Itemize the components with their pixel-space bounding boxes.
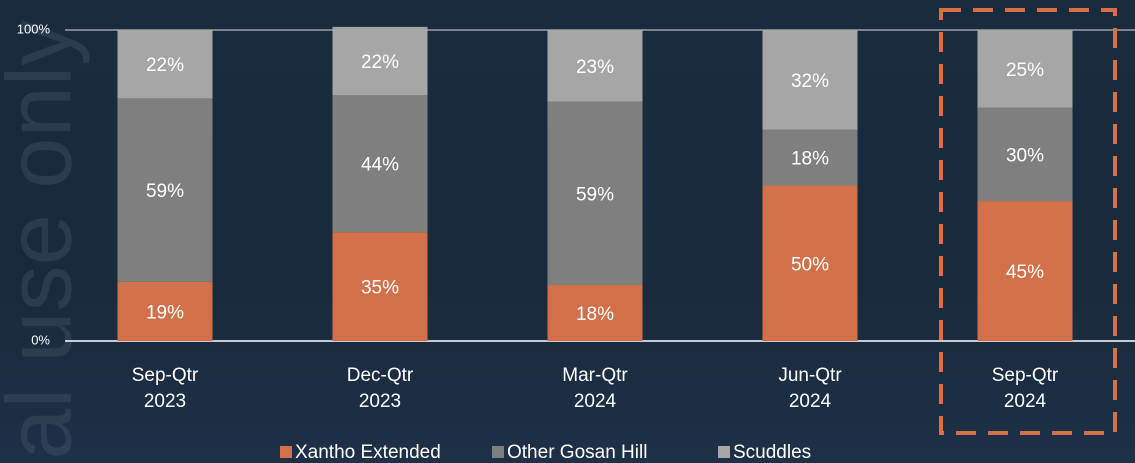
legend-label: Scuddles bbox=[733, 442, 811, 463]
data-label: 18% bbox=[791, 149, 829, 170]
data-label: 30% bbox=[1006, 145, 1044, 166]
bar-segment bbox=[547, 101, 643, 286]
legend-swatch bbox=[492, 446, 504, 458]
bar-segment bbox=[547, 30, 643, 102]
bar-segment bbox=[117, 98, 213, 282]
x-tick-label: 2023 bbox=[144, 391, 186, 412]
data-label: 23% bbox=[576, 57, 614, 78]
bar-segment bbox=[762, 129, 858, 186]
x-tick-label: 2024 bbox=[1004, 391, 1047, 412]
data-label: 44% bbox=[361, 155, 399, 176]
bar-segment bbox=[332, 232, 428, 341]
y-tick-label: 0% bbox=[31, 332, 50, 347]
bar-segment bbox=[117, 281, 213, 341]
data-label: 35% bbox=[361, 278, 399, 299]
bar-segment bbox=[332, 95, 428, 233]
x-tick-label: Dec-Qtr bbox=[347, 365, 414, 386]
data-label: 59% bbox=[576, 184, 614, 205]
data-label: 22% bbox=[146, 55, 184, 76]
data-label: 59% bbox=[146, 181, 184, 202]
bar-segment bbox=[332, 26, 428, 96]
x-tick-label: 2023 bbox=[359, 391, 401, 412]
legend-label: Other Gosan Hill bbox=[507, 442, 647, 463]
x-tick-label: Jun-Qtr bbox=[778, 365, 842, 386]
legend-swatch bbox=[718, 446, 730, 458]
legend-swatch bbox=[280, 446, 292, 458]
legend-label: Xantho Extended bbox=[295, 442, 441, 463]
data-label: 32% bbox=[791, 71, 829, 92]
highlight-box bbox=[939, 8, 1117, 435]
bar-segment bbox=[762, 185, 858, 341]
x-tick-label: 2024 bbox=[574, 391, 617, 412]
y-tick-label: 100% bbox=[17, 21, 51, 36]
bar-segment bbox=[117, 30, 213, 99]
bar-segment bbox=[547, 285, 643, 341]
bar-segment bbox=[977, 107, 1073, 202]
x-tick-label: Sep-Qtr bbox=[992, 365, 1059, 386]
data-label: 45% bbox=[1006, 262, 1044, 283]
x-tick-label: Sep-Qtr bbox=[132, 365, 199, 386]
data-label: 18% bbox=[576, 304, 614, 325]
x-tick-label: 2024 bbox=[789, 391, 832, 412]
data-label: 22% bbox=[361, 52, 399, 73]
data-label: 19% bbox=[146, 302, 184, 323]
data-label: 50% bbox=[791, 254, 829, 275]
data-label: 25% bbox=[1006, 60, 1044, 81]
bar-segment bbox=[762, 30, 858, 130]
bar-segment bbox=[977, 30, 1073, 108]
x-tick-label: Mar-Qtr bbox=[562, 365, 628, 386]
bar-segment bbox=[977, 201, 1073, 341]
watermark: ial use only bbox=[0, 20, 90, 463]
